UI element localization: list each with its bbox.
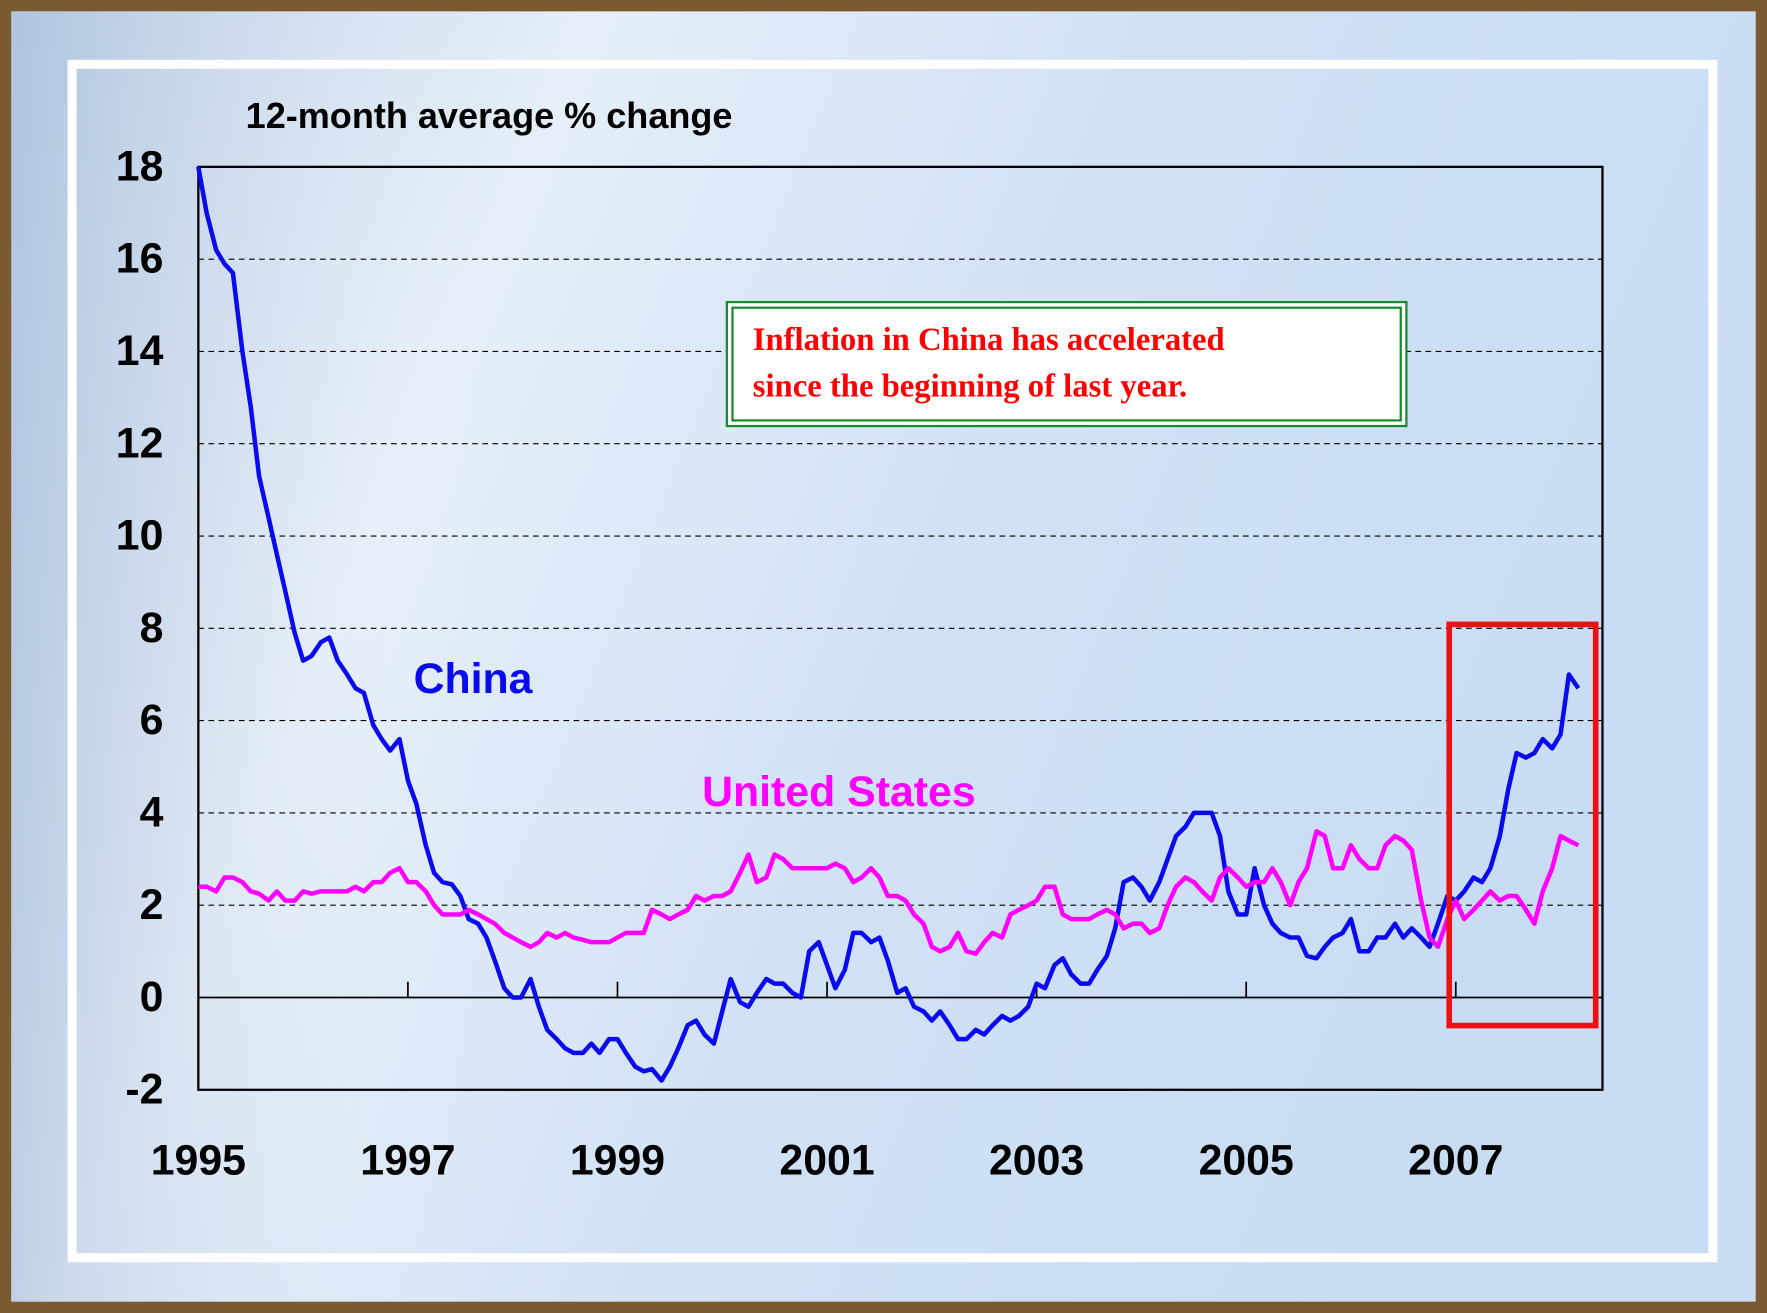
y-tick-label: 16: [116, 235, 164, 283]
y-tick-label: -2: [125, 1065, 163, 1113]
x-tick-label: 2007: [1408, 1136, 1503, 1184]
x-tick-label: 1999: [570, 1136, 665, 1184]
annotation-border: [727, 302, 1407, 426]
x-tick-label: 2001: [779, 1136, 874, 1184]
x-tick-label: 2003: [989, 1136, 1084, 1184]
x-tick-label: 2005: [1199, 1136, 1294, 1184]
x-tick-label: 1995: [151, 1136, 246, 1184]
y-tick-label: 0: [140, 973, 164, 1021]
y-tick-label: 6: [140, 696, 164, 744]
y-tick-label: 8: [140, 604, 164, 652]
y-tick-label: 18: [116, 142, 164, 190]
series-label: United States: [702, 768, 976, 816]
y-tick-label: 4: [140, 788, 164, 836]
x-tick-label: 1997: [360, 1136, 455, 1184]
chart: 12-month average % change -2 0 2 4 6 8 10 12 14 1…: [0, 0, 1767, 1313]
y-tick-label: 10: [116, 512, 164, 560]
annotation-line: Inflation in China has accelerated: [753, 322, 1225, 358]
annotation-line: since the beginning of last year.: [753, 368, 1187, 404]
page: {"chart_data": { "type": "line", "title"…: [0, 0, 1767, 1313]
series-label: China: [414, 655, 534, 703]
chart-title: 12-month average % change: [246, 95, 733, 136]
y-tick-label: 14: [116, 327, 164, 375]
y-tick-label: 2: [140, 881, 164, 929]
y-tick-label: 12: [116, 419, 164, 467]
annotation-box: Inflation in China has accelerated since…: [727, 302, 1407, 426]
